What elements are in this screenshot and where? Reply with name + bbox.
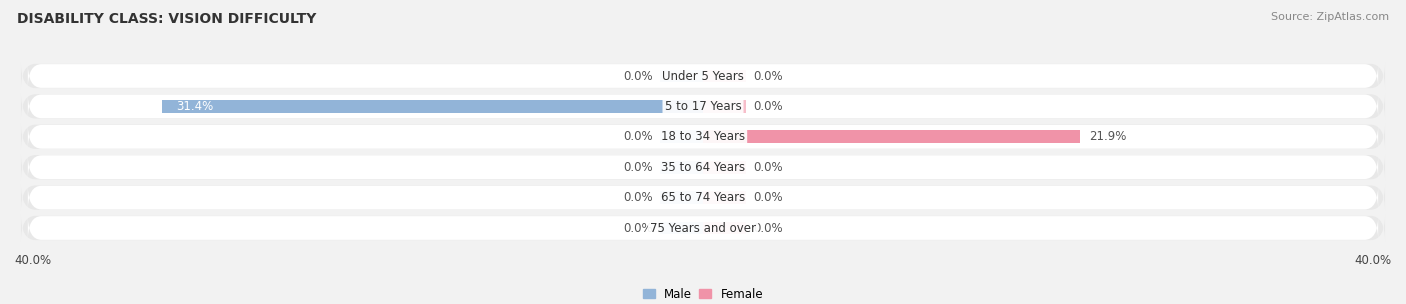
FancyBboxPatch shape [21, 62, 1385, 90]
FancyBboxPatch shape [28, 216, 1378, 240]
Text: 21.9%: 21.9% [1088, 130, 1126, 143]
Text: 65 to 74 Years: 65 to 74 Years [661, 191, 745, 204]
Text: 0.0%: 0.0% [754, 161, 783, 174]
FancyBboxPatch shape [28, 124, 1378, 149]
Text: 0.0%: 0.0% [754, 70, 783, 82]
Text: 0.0%: 0.0% [623, 191, 652, 204]
FancyBboxPatch shape [28, 64, 1378, 88]
Bar [703, 222, 747, 234]
Text: 0.0%: 0.0% [623, 130, 652, 143]
FancyBboxPatch shape [28, 94, 1378, 119]
FancyBboxPatch shape [21, 214, 1385, 242]
Text: DISABILITY CLASS: VISION DIFFICULTY: DISABILITY CLASS: VISION DIFFICULTY [17, 12, 316, 26]
FancyBboxPatch shape [28, 185, 1378, 210]
Text: 5 to 17 Years: 5 to 17 Years [665, 100, 741, 113]
Bar [703, 191, 747, 204]
Bar [703, 100, 747, 113]
Bar [659, 70, 703, 82]
Legend: Male, Female: Male, Female [638, 283, 768, 304]
Bar [659, 161, 703, 174]
Text: 0.0%: 0.0% [754, 222, 783, 234]
Text: 75 Years and over: 75 Years and over [650, 222, 756, 234]
Text: 40.0%: 40.0% [1355, 254, 1392, 267]
Bar [703, 70, 747, 82]
Bar [659, 191, 703, 204]
Text: Source: ZipAtlas.com: Source: ZipAtlas.com [1271, 12, 1389, 22]
FancyBboxPatch shape [21, 123, 1385, 150]
Bar [659, 222, 703, 234]
Text: 35 to 64 Years: 35 to 64 Years [661, 161, 745, 174]
Bar [659, 130, 703, 143]
Bar [703, 130, 1080, 143]
Bar [703, 161, 747, 174]
Text: 40.0%: 40.0% [14, 254, 51, 267]
Text: Under 5 Years: Under 5 Years [662, 70, 744, 82]
FancyBboxPatch shape [21, 93, 1385, 120]
Text: 0.0%: 0.0% [623, 222, 652, 234]
FancyBboxPatch shape [21, 184, 1385, 211]
Text: 31.4%: 31.4% [176, 100, 214, 113]
Text: 0.0%: 0.0% [623, 70, 652, 82]
Text: 0.0%: 0.0% [754, 191, 783, 204]
Text: 0.0%: 0.0% [754, 100, 783, 113]
FancyBboxPatch shape [21, 154, 1385, 181]
FancyBboxPatch shape [28, 155, 1378, 180]
Text: 18 to 34 Years: 18 to 34 Years [661, 130, 745, 143]
Bar [162, 100, 703, 113]
Text: 0.0%: 0.0% [623, 161, 652, 174]
